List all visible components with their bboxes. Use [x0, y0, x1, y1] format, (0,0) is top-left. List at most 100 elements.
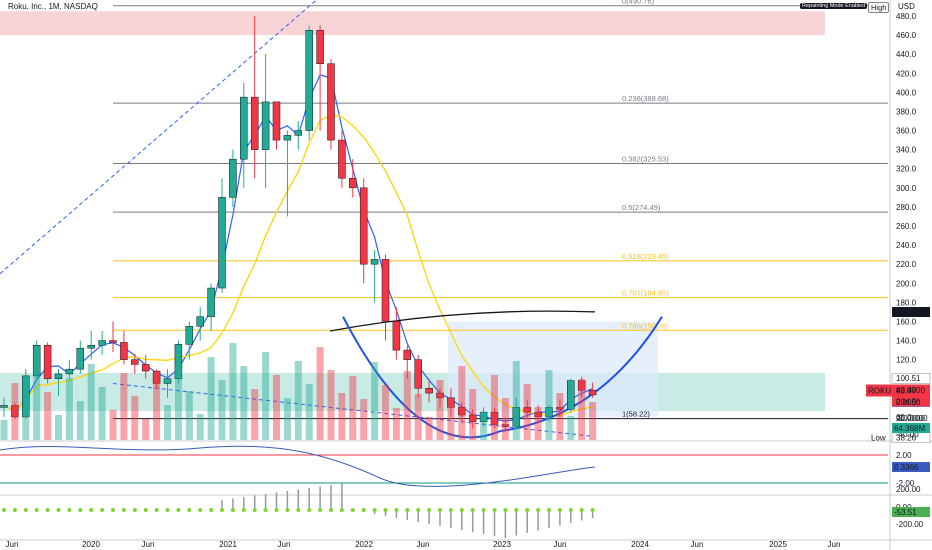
volume-bar — [469, 389, 477, 440]
volume-bars — [0, 343, 597, 440]
volume-bar — [501, 398, 509, 440]
candle — [0, 397, 8, 417]
time-tick-label: Jun — [828, 540, 841, 549]
candle-body — [403, 349, 412, 360]
candle-body — [131, 359, 139, 365]
volume-bar — [567, 416, 575, 440]
candle — [54, 369, 63, 396]
candle-body — [261, 101, 270, 150]
hist-dot — [176, 508, 181, 512]
candle — [240, 82, 248, 188]
candle-body — [567, 380, 575, 410]
candle — [436, 388, 444, 408]
time-tick-label: Jun — [691, 540, 704, 549]
hist-dot — [56, 508, 61, 512]
fib-label: 0.5(274.49) — [622, 203, 661, 212]
last-price-box — [866, 384, 930, 397]
candle-body — [458, 407, 466, 416]
volume-bar — [87, 364, 95, 440]
volume-bar — [262, 352, 270, 440]
price-tick-label: 440.0 — [896, 50, 917, 59]
volume-bar — [229, 343, 237, 440]
volume-bar — [294, 361, 302, 440]
hist-dot — [23, 508, 28, 512]
price-tick-label: 220.0 — [896, 260, 917, 269]
candle — [294, 121, 303, 150]
hist-dot — [350, 508, 355, 512]
repaint-mode-toggle[interactable]: Repainting Mode Enabled — [800, 3, 868, 9]
candle-body — [327, 63, 335, 141]
support-zone — [0, 373, 825, 411]
hist-dot — [263, 508, 268, 512]
time-tick-label: Jun — [278, 540, 291, 549]
hist-dot — [296, 508, 301, 512]
hist-dot — [438, 508, 442, 512]
volume-bar — [196, 414, 204, 440]
candle-body — [523, 407, 531, 413]
volume-bar — [251, 389, 259, 440]
hist-dot — [198, 508, 203, 512]
candle-body — [0, 405, 8, 408]
hist-dot — [547, 508, 551, 512]
volume-bar — [164, 405, 171, 440]
price-tick-label: 60.0 — [896, 413, 912, 422]
currency-label[interactable]: USD — [898, 2, 915, 11]
candle — [87, 331, 95, 360]
candle-body — [414, 359, 422, 389]
fib-label: 0.618(223.45) — [622, 252, 669, 261]
hist-dot — [230, 508, 235, 512]
candle — [174, 340, 183, 384]
price-tick-label: 120.0 — [896, 356, 917, 365]
candle — [207, 283, 215, 331]
candle — [523, 399, 531, 419]
volume-bar — [283, 398, 291, 440]
hist-dot — [318, 508, 323, 512]
hist-last-box — [892, 507, 930, 517]
candle — [512, 397, 521, 429]
hist-dot — [274, 508, 279, 512]
candle-body — [479, 411, 488, 422]
hist-dot — [241, 508, 246, 512]
fib-label: 0.236(388.68) — [622, 94, 669, 103]
hist-dot — [132, 508, 137, 512]
osc-last-box — [892, 462, 930, 472]
volume-bar — [458, 366, 466, 440]
candle-body — [54, 373, 63, 379]
candle-body — [43, 345, 52, 379]
high-label: High — [868, 2, 890, 13]
hist-dot — [503, 508, 508, 512]
hist-dot — [579, 508, 584, 512]
fib-label: 0.707(184.95) — [622, 289, 669, 298]
hist-dot — [416, 508, 421, 512]
countdown-label: 20d 5h — [896, 398, 920, 407]
ma-slow-line — [3, 114, 593, 416]
price-tick-label: 140.0 — [896, 337, 917, 346]
candle — [403, 345, 412, 379]
time-tick-label: 2024 — [631, 540, 649, 549]
candle — [447, 388, 455, 417]
candle — [152, 369, 161, 389]
volume-bar — [392, 408, 400, 440]
fib-label: 0.786(150.78) — [622, 321, 669, 330]
hist-dot — [67, 508, 72, 512]
hist-dot — [45, 508, 50, 512]
volume-bar — [360, 399, 368, 440]
volume-bar — [33, 369, 41, 440]
candle-body — [490, 411, 499, 425]
time-tick-label: 2025 — [769, 540, 787, 549]
candle-body — [545, 407, 553, 418]
candle — [163, 369, 172, 398]
volume-bar — [316, 347, 324, 440]
hist-dot — [383, 508, 388, 512]
candle — [272, 101, 281, 150]
candle-body — [305, 30, 313, 131]
volume-bar — [120, 373, 128, 440]
volume-bar — [578, 379, 586, 440]
candle — [381, 254, 390, 341]
price-tick-label: 400.0 — [896, 88, 917, 97]
candle-body — [240, 96, 248, 160]
hist-dot — [34, 508, 39, 512]
volume-bar — [55, 415, 62, 440]
osc-line — [0, 445, 596, 487]
